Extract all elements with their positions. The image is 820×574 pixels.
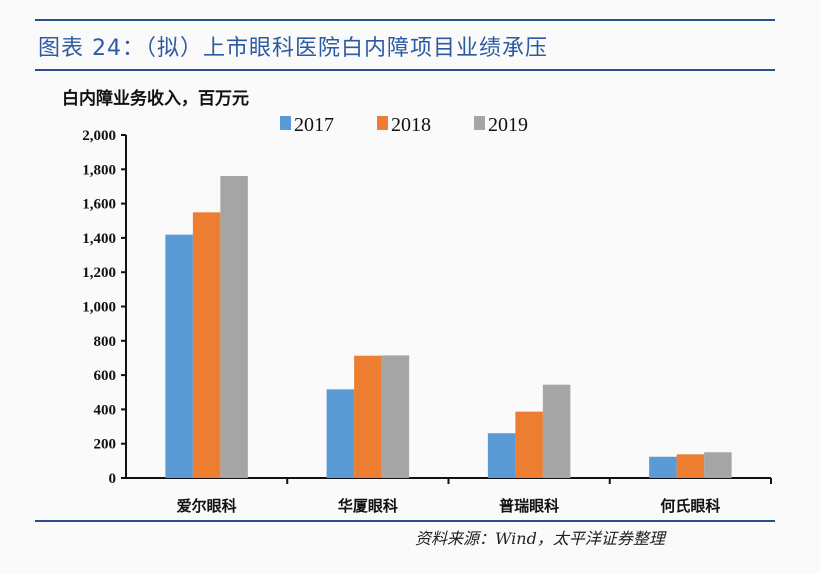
legend-swatch-2018: [377, 116, 388, 130]
legend-label: 2017: [294, 114, 334, 136]
bar-2019: [220, 175, 248, 478]
y-tick-label: 0: [109, 471, 117, 487]
y-tick-label: 400: [94, 402, 117, 418]
y-tick-label: 1,600: [82, 197, 116, 213]
bar-2019: [381, 355, 410, 478]
source-note: 资料来源：Wind，太平洋证券整理: [415, 529, 665, 548]
y-tick-label: 1,000: [82, 300, 116, 316]
bar-2017: [649, 456, 677, 478]
y-tick-label: 800: [94, 334, 117, 350]
footer-rule: [35, 520, 775, 522]
figure-title: 图表 24：（拟）上市眼科医院白内障项目业绩承压: [38, 36, 548, 61]
bar-2019: [704, 452, 732, 478]
title-top-rule: [35, 19, 775, 21]
y-tick-label: 2,000: [82, 128, 116, 144]
y-tick-label: 1,200: [82, 265, 116, 281]
bar-2018: [676, 454, 705, 478]
legend-swatch-2017: [280, 116, 291, 130]
y-axis-label: 白内障业务收入，百万元: [62, 89, 249, 109]
y-tick-label: 200: [94, 437, 117, 453]
bar-2019: [542, 384, 571, 478]
legend-label: 2019: [488, 114, 528, 136]
category-label: 华厦眼科: [338, 497, 398, 515]
y-tick-label: 1,800: [82, 162, 116, 178]
legend-label: 2018: [391, 114, 431, 136]
bar-2018: [354, 355, 382, 478]
bar-2017: [487, 433, 516, 478]
category-label: 普瑞眼科: [499, 497, 559, 515]
legend-swatch-2019: [474, 116, 485, 130]
title-bottom-rule: [35, 69, 775, 71]
bar-2018: [192, 212, 221, 478]
category-label: 何氏眼科: [660, 497, 720, 515]
category-label: 爱尔眼科: [177, 497, 237, 515]
bar-2017: [326, 389, 355, 478]
y-tick-label: 1,400: [82, 231, 116, 247]
bar-2017: [165, 234, 193, 478]
bar-2018: [515, 411, 543, 478]
y-tick-label: 600: [94, 368, 117, 384]
